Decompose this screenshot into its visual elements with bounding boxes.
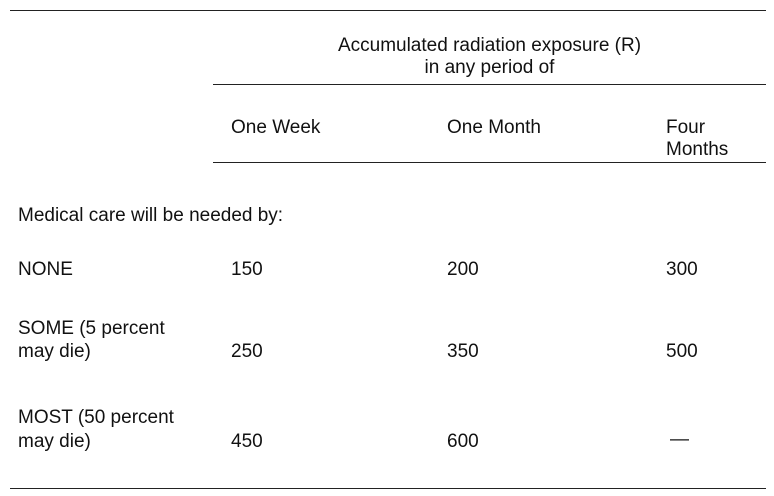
bottom-rule <box>10 488 766 489</box>
cell-none-one-week: 150 <box>231 259 263 280</box>
top-rule <box>10 10 766 11</box>
table-title-line2: in any period of <box>424 57 555 78</box>
row-label-most-line2: may die) <box>18 431 91 452</box>
header-rule <box>213 84 766 85</box>
column-header-one-week: One Week <box>231 117 321 138</box>
row-label-none: NONE <box>18 259 73 280</box>
column-header-one-month: One Month <box>447 117 541 138</box>
table-title-line1: Accumulated radiation exposure (R) <box>337 35 642 56</box>
row-label-some-line2: may die) <box>18 341 91 362</box>
cell-some-one-month: 350 <box>447 341 479 362</box>
cell-none-four-months: 300 <box>666 259 698 280</box>
cell-most-one-week: 450 <box>231 431 263 452</box>
column-header-four-months-line2: Months <box>666 139 729 160</box>
section-label: Medical care will be needed by: <box>18 205 284 226</box>
row-label-some-line1: SOME (5 percent <box>18 318 165 339</box>
cell-some-one-week: 250 <box>231 341 263 362</box>
cell-none-one-month: 200 <box>447 259 479 280</box>
column-header-four-months-line1: Four <box>666 117 706 138</box>
cell-most-one-month: 600 <box>447 431 479 452</box>
column-header-rule <box>213 162 766 163</box>
cell-most-four-months: — <box>670 429 689 450</box>
cell-some-four-months: 500 <box>666 341 698 362</box>
row-label-most-line1: MOST (50 percent <box>18 407 174 428</box>
